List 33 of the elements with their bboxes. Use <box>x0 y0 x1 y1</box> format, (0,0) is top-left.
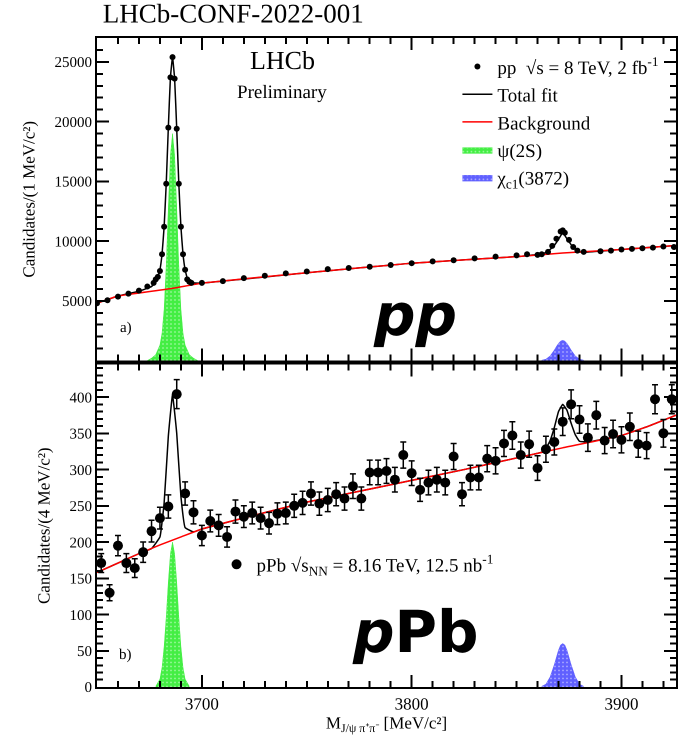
y-axis-title: Candidates/(4 MeV/c²) <box>34 447 54 604</box>
annotation: a) <box>120 320 132 336</box>
y-tick-label: 150 <box>70 572 92 588</box>
legend-label: Total fit <box>497 86 559 107</box>
x-tick-label: 3800 <box>394 694 429 714</box>
chart-title: LHCb-CONF-2022-001 <box>102 0 364 29</box>
y-tick-label: 10000 <box>54 234 92 250</box>
legend-label: ψ(2S) <box>497 141 542 162</box>
y-axis-title: Candidates/(1 MeV/c²) <box>20 120 39 278</box>
y-tick-label: 400 <box>70 390 92 406</box>
y-tick-label: 350 <box>70 426 92 443</box>
y-tick-label: 200 <box>70 535 92 552</box>
y-tick-label: 50 <box>77 644 92 660</box>
annotation: pPb <box>352 598 479 666</box>
y-tick-label: 0 <box>84 680 92 696</box>
y-tick-label: 100 <box>70 608 92 624</box>
legend-label: pp √s = 8 TeV, 2 fb$^{-1}$ <box>497 54 659 79</box>
y-tick-label: 300 <box>70 462 92 479</box>
annotation: pp <box>373 281 458 349</box>
x-tick-label: 3700 <box>184 694 219 714</box>
annotation: LHCb <box>250 46 315 75</box>
annotation: b) <box>119 647 132 663</box>
y-tick-label: 5000 <box>62 294 92 310</box>
y-tick-label: 20000 <box>54 114 92 131</box>
legend-label: χ$_{c1}$(3872) <box>496 168 570 192</box>
legend-label: Background <box>497 113 591 134</box>
y-tick-label: 15000 <box>54 174 92 191</box>
y-tick-label: 250 <box>70 499 92 516</box>
y-tick-label: 25000 <box>54 55 92 72</box>
x-tick-label: 3900 <box>604 694 638 714</box>
legend-label: pPb √s$_{NN}$ = 8.16 TeV, 12.5 nb$^{-1}$ <box>256 552 494 579</box>
x-axis-title: M$_{J/ψ π⁺π⁻}$ [MeV/c²] <box>326 713 448 735</box>
annotation: Preliminary <box>237 82 328 103</box>
